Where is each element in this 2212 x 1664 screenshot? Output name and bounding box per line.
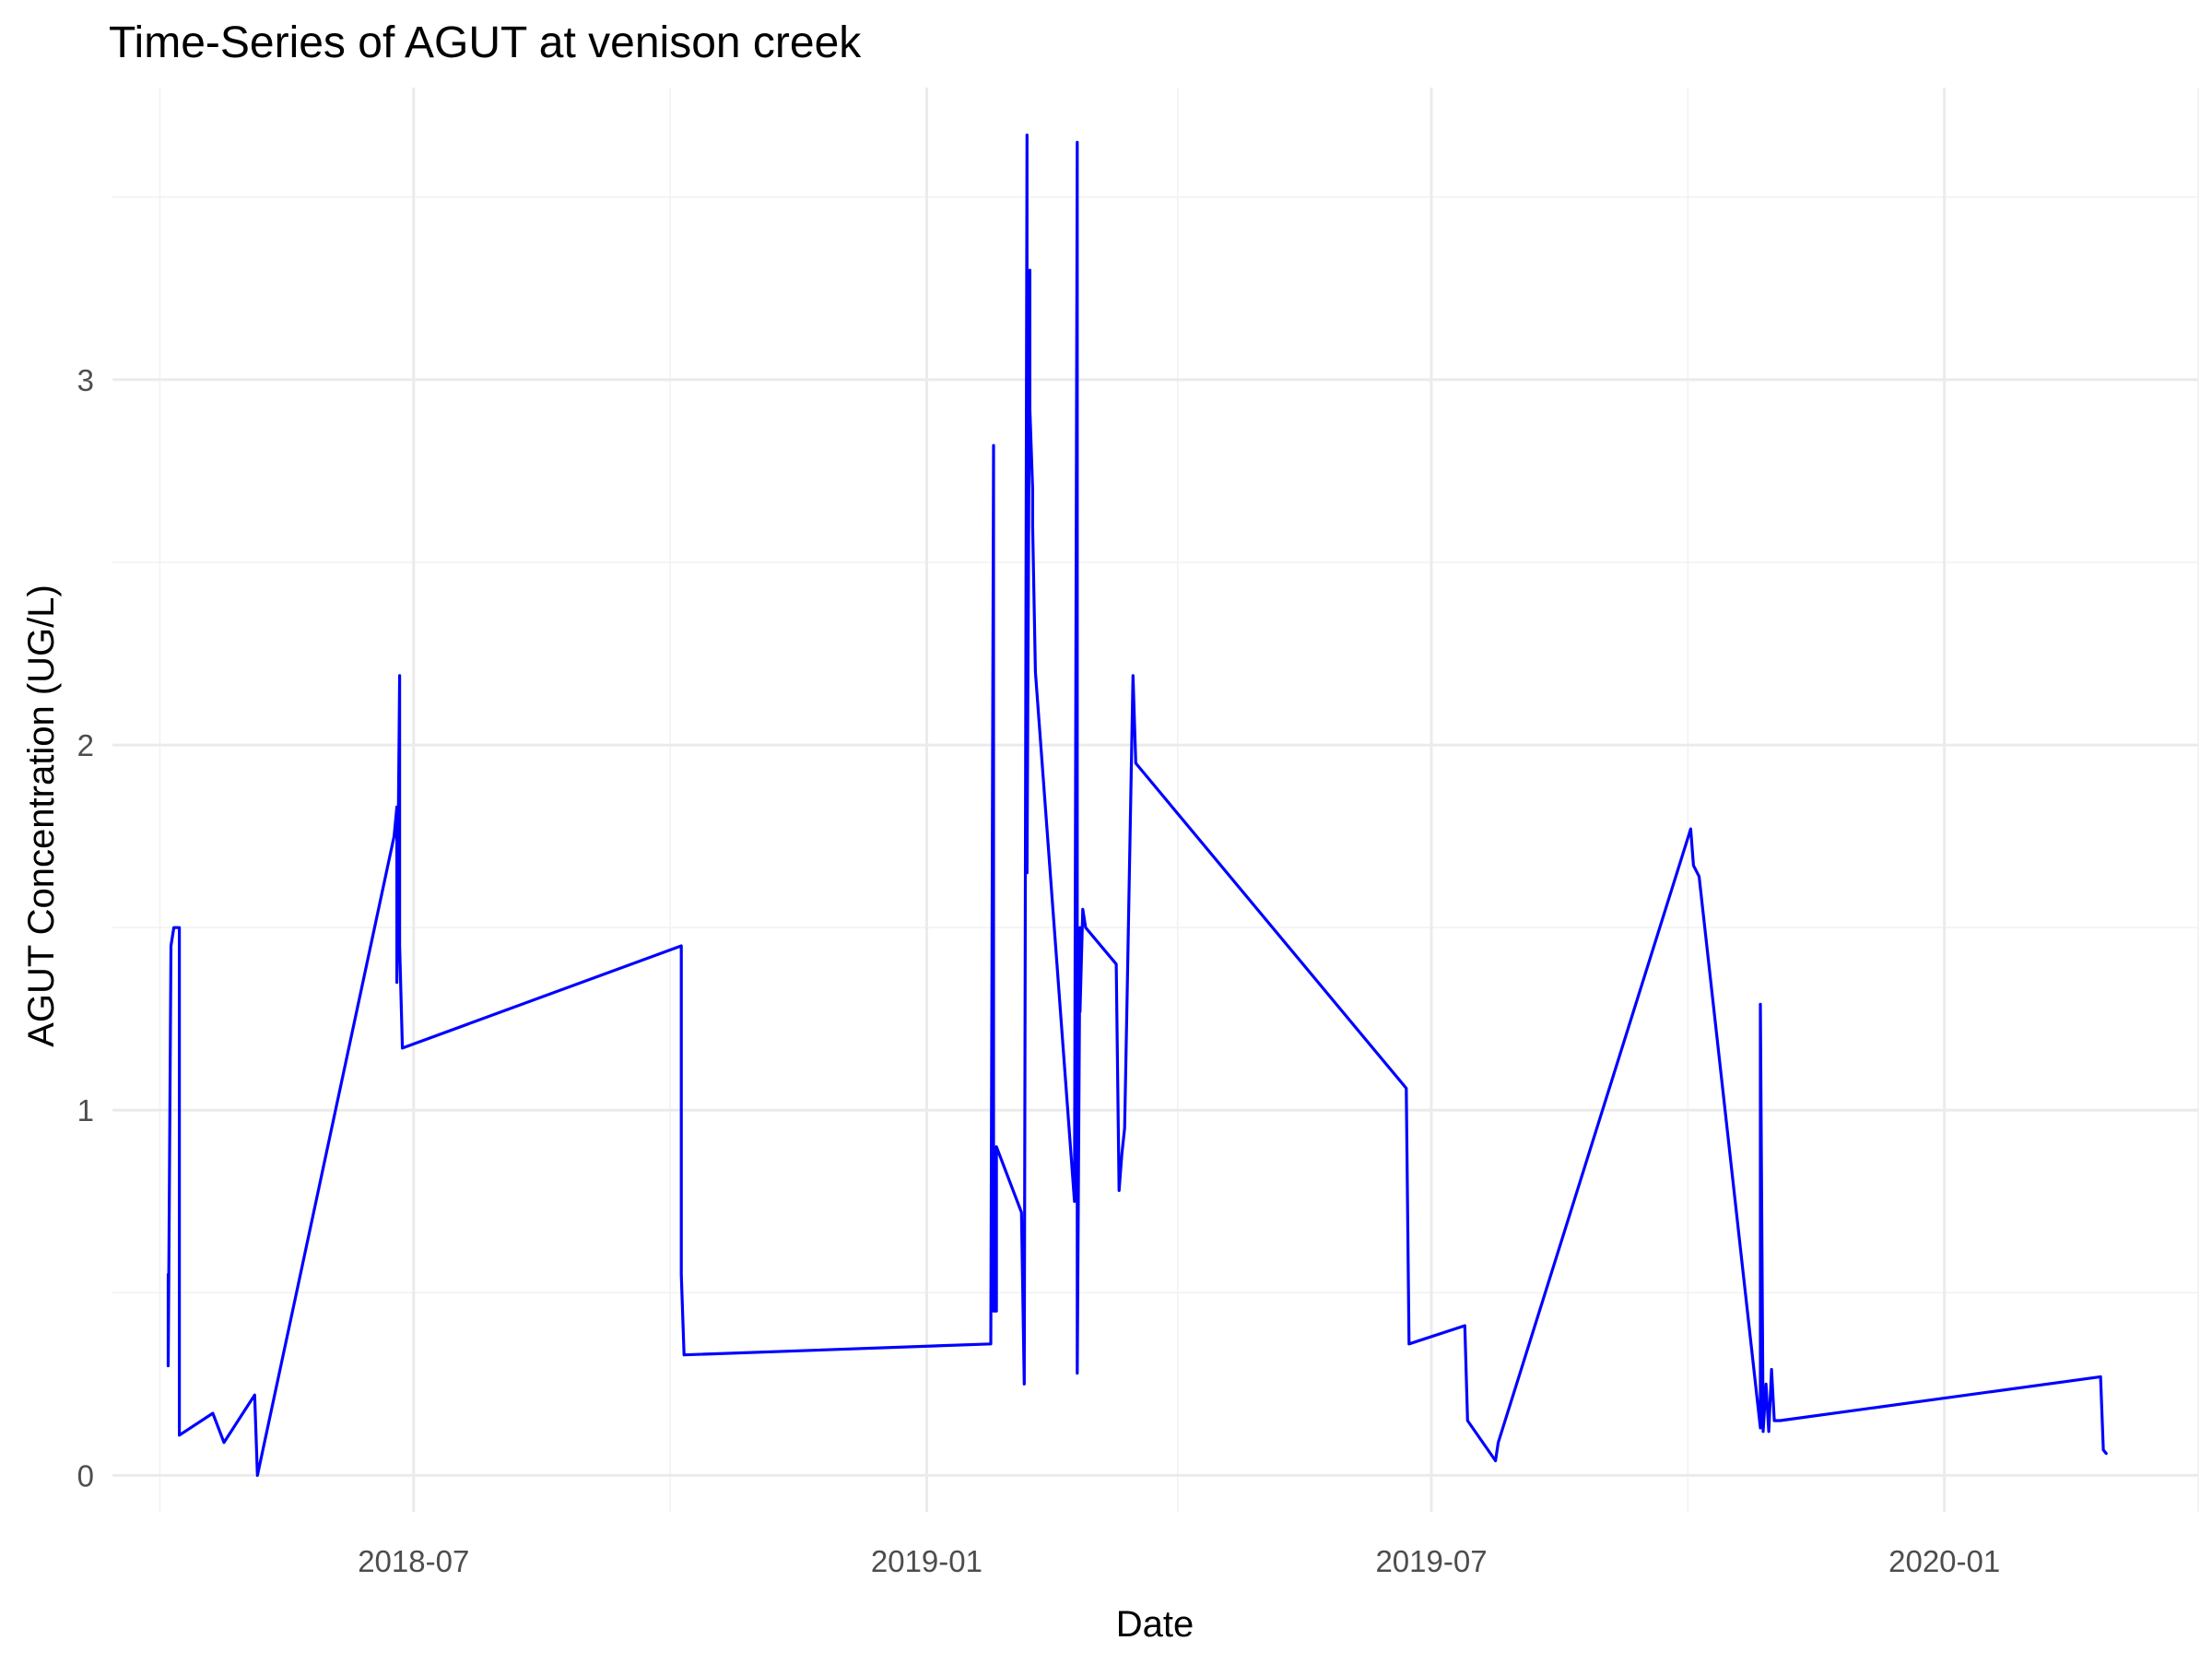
y-tick-label: 3 [77, 363, 94, 397]
agut-series-line [166, 133, 2108, 1478]
x-tick-label: 2020-01 [1888, 1544, 2000, 1578]
y-tick-label: 2 [77, 728, 94, 762]
y-tick-label: 0 [77, 1458, 94, 1493]
x-tick-label: 2018-07 [358, 1544, 469, 1578]
y-tick-label: 1 [77, 1093, 94, 1127]
major-gridlines [112, 88, 2198, 1512]
x-tick-label: 2019-01 [871, 1544, 982, 1578]
y-axis-tick-labels: 0 1 2 3 [77, 363, 94, 1493]
y-axis-title: AGUT Concentration (UG/L) [21, 584, 62, 1047]
x-tick-label: 2019-07 [1375, 1544, 1487, 1578]
minor-gridlines [112, 88, 2199, 1512]
x-axis-tick-labels: 2018-07 2019-01 2019-07 2020-01 [358, 1544, 2000, 1578]
x-axis-title: Date [1116, 1604, 1194, 1645]
chart-title: Time-Series of AGUT at venison creek [109, 18, 862, 67]
series-layer [166, 133, 2108, 1478]
